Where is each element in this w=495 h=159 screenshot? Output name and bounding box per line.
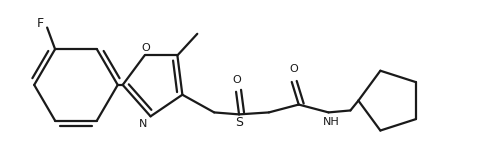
Text: F: F <box>37 17 44 30</box>
Text: S: S <box>235 116 243 129</box>
Text: O: O <box>233 75 242 85</box>
Text: N: N <box>139 119 147 129</box>
Text: O: O <box>290 64 298 74</box>
Text: NH: NH <box>323 117 340 127</box>
Text: O: O <box>141 43 150 53</box>
